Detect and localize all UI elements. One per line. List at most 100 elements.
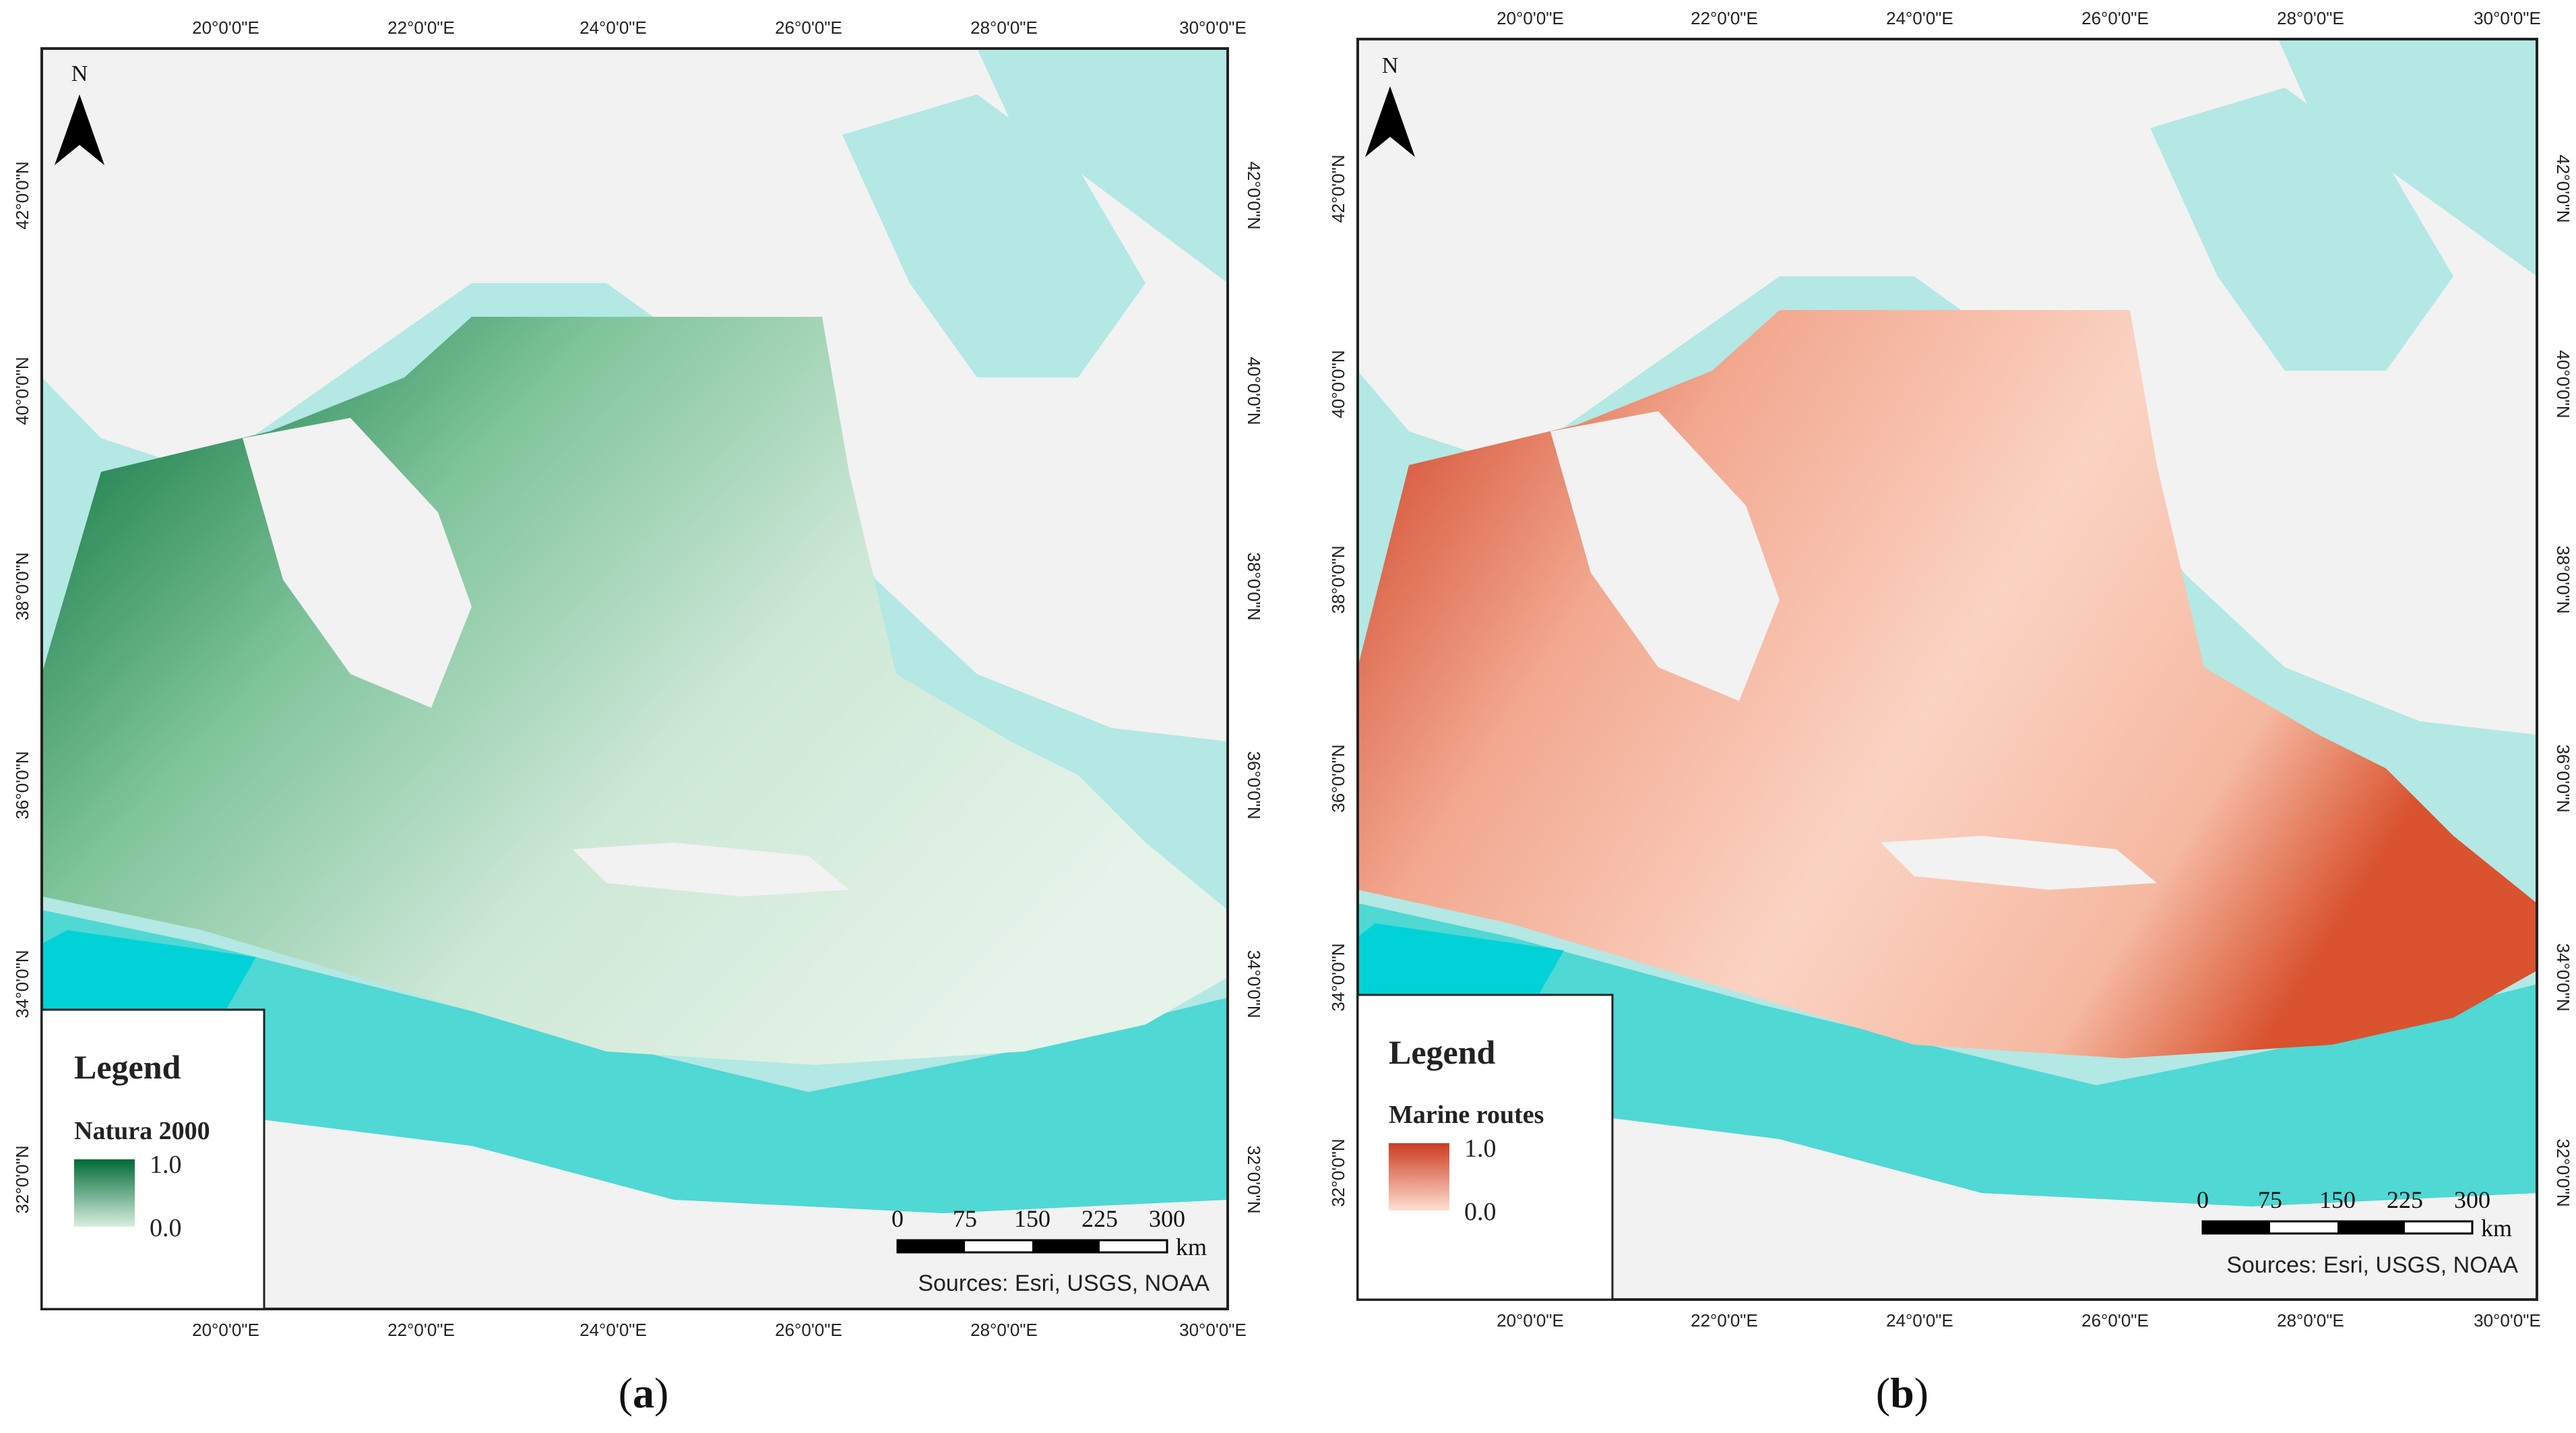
y-tick-label: 32°0'0"N	[1244, 1145, 1264, 1213]
y-tick-label: 42°0'0"N	[1244, 161, 1264, 229]
scale-bar: 0 75 150 225 300 km	[891, 1205, 1207, 1260]
x-tick-label: 24°0'0"E	[579, 1320, 647, 1340]
x-tick-label: 30°0'0"E	[2474, 8, 2541, 28]
scale-label: 150	[2319, 1186, 2356, 1213]
x-tick-label: 24°0'0"E	[1886, 8, 1953, 28]
y-tick-label: 42°0'0"N	[2553, 154, 2573, 222]
x-tick-label: 26°0'0"E	[775, 1320, 842, 1340]
africa-land	[1358, 1105, 2537, 1300]
y-tick-label: 42°0'0"N	[12, 161, 32, 229]
black-sea-edge	[2150, 88, 2453, 371]
north-arrow: N	[1365, 53, 1415, 157]
scale-label: 75	[2258, 1186, 2282, 1213]
scale-label: 225	[1081, 1205, 1118, 1232]
y-tick-label: 36°0'0"N	[1244, 751, 1264, 819]
x-tick-label: 22°0'0"E	[387, 1320, 455, 1340]
map-frame	[1356, 38, 2538, 1301]
x-tick-label: 22°0'0"E	[1691, 8, 1758, 28]
black-sea-edge	[842, 94, 1145, 377]
y-tick-label: 36°0'0"N	[1328, 744, 1348, 812]
x-tick-label: 28°0'0"E	[2277, 1310, 2344, 1331]
y-tick-label: 34°0'0"N	[12, 950, 32, 1018]
y-tick-label: 34°0'0"N	[2553, 943, 2573, 1011]
x-tick-label: 26°0'0"E	[2081, 1310, 2149, 1331]
y-tick-label: 32°0'0"N	[1328, 1138, 1348, 1207]
y-tick-label: 36°0'0"N	[2553, 744, 2573, 812]
panel-caption: (a)	[618, 1369, 669, 1417]
sources-credit: Sources: Esri, USGS, NOAA	[918, 1271, 1210, 1296]
y-tick-label: 38°0'0"N	[1328, 545, 1348, 613]
scale-label: 0	[2197, 1186, 2209, 1213]
y-ticks-left: 42°0'0"N 40°0'0"N 38°0'0"N 36°0'0"N 34°0'0"N…	[1328, 154, 1348, 1207]
scale-label: 300	[1149, 1205, 1185, 1232]
y-tick-label: 32°0'0"N	[12, 1145, 32, 1213]
x-ticks-bottom: 20°0'0"E 22°0'0"E 24°0'0"E 26°0'0"E 28°0'0"E…	[1497, 1310, 2541, 1331]
x-tick-label: 30°0'0"E	[2474, 1310, 2541, 1331]
y-tick-label: 40°0'0"N	[1328, 350, 1348, 418]
x-tick-label: 20°0'0"E	[192, 18, 259, 38]
greece-mainland	[1550, 411, 1780, 701]
x-ticks-top: 20°0'0"E 22°0'0"E 24°0'0"E 26°0'0"E 28°0'0"E…	[1497, 8, 2541, 28]
scale-label: 75	[953, 1205, 977, 1232]
north-label: N	[1382, 53, 1399, 78]
scale-unit: km	[1176, 1233, 1207, 1260]
x-ticks-bottom: 20°0'0"E 22°0'0"E 24°0'0"E 26°0'0"E 28°0'0"E…	[192, 1320, 1247, 1340]
y-tick-label: 34°0'0"N	[1244, 950, 1264, 1018]
africa-land	[42, 1112, 1228, 1309]
scale-bar: 0 75 150 225 300 km	[2197, 1186, 2512, 1242]
x-tick-label: 30°0'0"E	[1179, 1320, 1247, 1340]
north-arrow-icon	[1365, 86, 1415, 157]
map-frame	[40, 47, 1229, 1310]
x-tick-label: 20°0'0"E	[1497, 8, 1564, 28]
legend-value-high: 1.0	[1464, 1134, 1497, 1163]
x-tick-label: 20°0'0"E	[192, 1320, 259, 1340]
crete-island	[573, 843, 849, 896]
x-tick-label: 30°0'0"E	[1179, 18, 1247, 38]
map-panel-b: 20°0'0"E 22°0'0"E 24°0'0"E 26°0'0"E 28°0'0"E…	[1288, 0, 2576, 1433]
scale-label: 0	[891, 1205, 904, 1232]
legend-title: Legend	[1389, 1033, 1496, 1071]
y-ticks-right: 42°0'0"N 40°0'0"N 38°0'0"N 36°0'0"N 34°0'0"N…	[2553, 154, 2573, 1207]
scale-label: 225	[2387, 1186, 2423, 1213]
map-canvas-a: 20°0'0"E 22°0'0"E 24°0'0"E 26°0'0"E 28°0'0"E…	[12, 18, 1264, 1340]
x-tick-label: 24°0'0"E	[1886, 1310, 1953, 1331]
x-tick-label: 26°0'0"E	[775, 18, 842, 38]
legend-title: Legend	[74, 1048, 181, 1086]
legend-box: Legend Natura 2000 1.0 0.0	[40, 1008, 265, 1310]
scale-label: 150	[1014, 1205, 1050, 1232]
panel-caption: (b)	[1875, 1369, 1929, 1417]
legend-value-low: 0.0	[150, 1214, 182, 1242]
scale-unit: km	[2481, 1215, 2512, 1242]
y-tick-label: 34°0'0"N	[1328, 943, 1348, 1011]
y-tick-label: 40°0'0"N	[2553, 350, 2573, 418]
x-tick-label: 24°0'0"E	[579, 18, 647, 38]
y-tick-label: 32°0'0"N	[2553, 1138, 2573, 1207]
x-tick-label: 28°0'0"E	[2277, 8, 2344, 28]
x-tick-label: 28°0'0"E	[970, 18, 1038, 38]
legend-layer-name: Marine routes	[1389, 1101, 1544, 1129]
y-tick-label: 36°0'0"N	[12, 751, 32, 819]
scale-label: 300	[2454, 1186, 2490, 1213]
map-canvas-b: 20°0'0"E 22°0'0"E 24°0'0"E 26°0'0"E 28°0'0"E…	[1328, 8, 2573, 1331]
y-tick-label: 38°0'0"N	[1244, 552, 1264, 620]
y-tick-label: 40°0'0"N	[1244, 357, 1264, 425]
legend-value-low: 0.0	[1464, 1198, 1497, 1226]
y-tick-label: 38°0'0"N	[2553, 545, 2573, 613]
north-arrow-icon	[55, 94, 104, 165]
y-tick-label: 38°0'0"N	[12, 552, 32, 620]
y-tick-label: 40°0'0"N	[12, 357, 32, 425]
crete-island	[1881, 836, 2157, 890]
greece-mainland	[243, 418, 472, 708]
x-tick-label: 26°0'0"E	[2081, 8, 2149, 28]
legend-color-ramp	[1389, 1143, 1449, 1211]
x-tick-label: 20°0'0"E	[1497, 1310, 1564, 1331]
sources-credit: Sources: Esri, USGS, NOAA	[2226, 1252, 2518, 1278]
legend-box: Legend Marine routes 1.0 0.0	[1356, 994, 1614, 1301]
north-arrow: N	[55, 61, 104, 165]
x-tick-label: 22°0'0"E	[387, 18, 455, 38]
north-label: N	[71, 61, 88, 86]
legend-value-high: 1.0	[150, 1151, 182, 1179]
map-panel-a: 20°0'0"E 22°0'0"E 24°0'0"E 26°0'0"E 28°0'0"E…	[12, 18, 1264, 1417]
legend-layer-name: Natura 2000	[74, 1117, 210, 1145]
legend-color-ramp	[74, 1159, 135, 1227]
